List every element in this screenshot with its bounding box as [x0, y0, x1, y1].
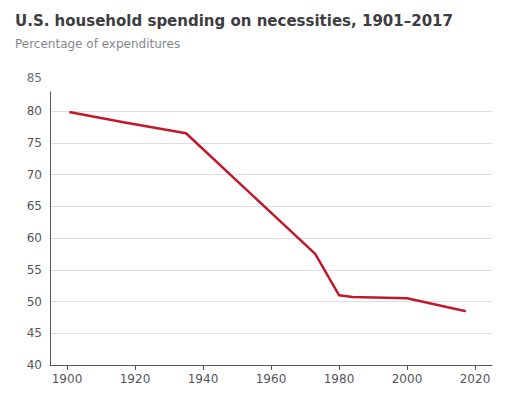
svg-text:55: 55 — [27, 263, 42, 277]
svg-text:50: 50 — [27, 295, 42, 309]
svg-text:70: 70 — [27, 168, 42, 182]
svg-text:75: 75 — [27, 136, 42, 150]
svg-text:2000: 2000 — [392, 372, 423, 386]
svg-text:1960: 1960 — [256, 372, 287, 386]
svg-text:60: 60 — [27, 231, 42, 245]
svg-text:80: 80 — [27, 104, 42, 118]
svg-text:1900: 1900 — [52, 372, 83, 386]
svg-text:65: 65 — [27, 199, 42, 213]
svg-text:2020: 2020 — [460, 372, 491, 386]
svg-text:1920: 1920 — [120, 372, 151, 386]
svg-text:1980: 1980 — [324, 372, 355, 386]
svg-text:40: 40 — [27, 358, 42, 372]
svg-text:85: 85 — [27, 71, 42, 85]
svg-text:1940: 1940 — [188, 372, 219, 386]
svg-text:Percentage of expenditures: Percentage of expenditures — [15, 37, 180, 51]
svg-text:U.S. household spending on nec: U.S. household spending on necessities, … — [15, 12, 453, 30]
svg-text:45: 45 — [27, 326, 42, 340]
